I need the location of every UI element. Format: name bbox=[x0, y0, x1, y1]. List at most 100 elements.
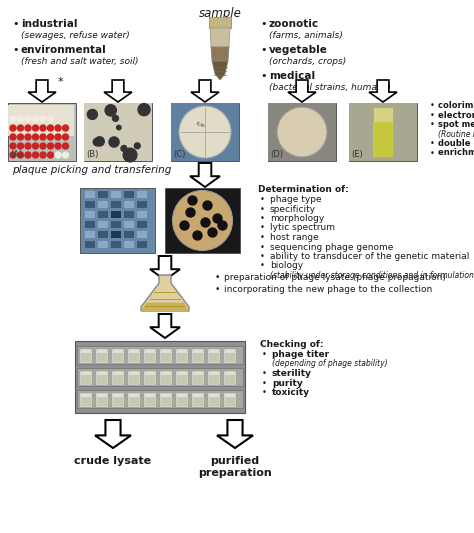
Polygon shape bbox=[150, 256, 180, 280]
Circle shape bbox=[218, 221, 227, 230]
Text: •: • bbox=[262, 388, 267, 397]
FancyBboxPatch shape bbox=[137, 191, 147, 198]
Text: purified
preparation: purified preparation bbox=[198, 456, 272, 478]
Circle shape bbox=[47, 152, 54, 158]
FancyBboxPatch shape bbox=[373, 122, 393, 157]
FancyBboxPatch shape bbox=[145, 397, 155, 406]
Text: sample: sample bbox=[199, 7, 241, 20]
FancyBboxPatch shape bbox=[192, 393, 204, 407]
FancyBboxPatch shape bbox=[98, 211, 108, 218]
Text: (orchards, crops): (orchards, crops) bbox=[269, 57, 346, 66]
FancyBboxPatch shape bbox=[171, 103, 239, 161]
FancyBboxPatch shape bbox=[80, 349, 92, 363]
Text: •: • bbox=[260, 205, 265, 214]
FancyBboxPatch shape bbox=[137, 211, 147, 218]
FancyBboxPatch shape bbox=[177, 375, 187, 384]
Circle shape bbox=[201, 218, 210, 227]
FancyBboxPatch shape bbox=[349, 103, 417, 161]
Text: industrial: industrial bbox=[21, 19, 78, 29]
Circle shape bbox=[123, 148, 137, 162]
FancyBboxPatch shape bbox=[145, 375, 155, 384]
Polygon shape bbox=[95, 420, 131, 448]
Text: vegetable: vegetable bbox=[269, 45, 328, 55]
Circle shape bbox=[40, 125, 46, 131]
FancyBboxPatch shape bbox=[8, 103, 76, 161]
FancyBboxPatch shape bbox=[81, 397, 91, 406]
Circle shape bbox=[93, 138, 101, 146]
FancyBboxPatch shape bbox=[160, 371, 172, 385]
Circle shape bbox=[55, 143, 61, 149]
Circle shape bbox=[47, 134, 54, 140]
FancyBboxPatch shape bbox=[96, 349, 108, 363]
Circle shape bbox=[33, 152, 38, 158]
Text: •: • bbox=[260, 214, 265, 223]
FancyBboxPatch shape bbox=[98, 201, 108, 208]
Circle shape bbox=[18, 134, 24, 140]
Text: (farms, animals): (farms, animals) bbox=[269, 31, 343, 40]
Text: *: * bbox=[58, 77, 64, 87]
Text: (E): (E) bbox=[351, 150, 363, 159]
FancyBboxPatch shape bbox=[128, 393, 140, 407]
FancyBboxPatch shape bbox=[129, 375, 139, 384]
FancyBboxPatch shape bbox=[85, 241, 95, 248]
FancyBboxPatch shape bbox=[112, 393, 124, 407]
FancyBboxPatch shape bbox=[111, 211, 121, 218]
FancyBboxPatch shape bbox=[77, 368, 243, 386]
Circle shape bbox=[25, 143, 31, 149]
Circle shape bbox=[33, 143, 38, 149]
Polygon shape bbox=[141, 275, 189, 311]
Text: preparation of phage lysate (phage propagation): preparation of phage lysate (phage propa… bbox=[224, 273, 446, 282]
Text: Determination of:: Determination of: bbox=[258, 185, 349, 194]
Circle shape bbox=[40, 134, 46, 140]
FancyBboxPatch shape bbox=[98, 221, 108, 228]
Text: host range: host range bbox=[270, 233, 319, 242]
Circle shape bbox=[63, 134, 69, 140]
Circle shape bbox=[10, 134, 16, 140]
FancyBboxPatch shape bbox=[176, 349, 188, 363]
Circle shape bbox=[179, 106, 231, 158]
FancyBboxPatch shape bbox=[137, 231, 147, 238]
FancyBboxPatch shape bbox=[225, 375, 235, 384]
FancyBboxPatch shape bbox=[85, 201, 95, 208]
Text: •: • bbox=[430, 139, 435, 148]
FancyBboxPatch shape bbox=[8, 105, 74, 136]
Text: (sewages, refuse water): (sewages, refuse water) bbox=[21, 31, 130, 40]
Text: •: • bbox=[262, 378, 267, 387]
FancyBboxPatch shape bbox=[209, 375, 219, 384]
Circle shape bbox=[121, 146, 127, 151]
Circle shape bbox=[47, 116, 54, 122]
Text: K.w.: K.w. bbox=[195, 120, 206, 128]
FancyBboxPatch shape bbox=[96, 371, 108, 385]
Text: electron microscopy (B): electron microscopy (B) bbox=[438, 110, 474, 119]
Circle shape bbox=[95, 137, 104, 146]
Circle shape bbox=[18, 152, 24, 158]
Circle shape bbox=[10, 116, 16, 122]
FancyBboxPatch shape bbox=[85, 231, 95, 238]
FancyBboxPatch shape bbox=[111, 221, 121, 228]
FancyBboxPatch shape bbox=[113, 375, 123, 384]
Text: •: • bbox=[430, 149, 435, 157]
Circle shape bbox=[55, 152, 61, 158]
FancyBboxPatch shape bbox=[192, 349, 204, 363]
FancyBboxPatch shape bbox=[177, 397, 187, 406]
FancyBboxPatch shape bbox=[224, 393, 236, 407]
FancyBboxPatch shape bbox=[129, 353, 139, 362]
Circle shape bbox=[117, 125, 121, 130]
Text: (B): (B) bbox=[86, 150, 99, 159]
FancyBboxPatch shape bbox=[208, 393, 220, 407]
Polygon shape bbox=[150, 314, 180, 338]
Text: zoonotic: zoonotic bbox=[269, 19, 319, 29]
FancyBboxPatch shape bbox=[161, 353, 171, 362]
FancyBboxPatch shape bbox=[373, 107, 393, 157]
Polygon shape bbox=[288, 80, 316, 102]
Circle shape bbox=[122, 146, 127, 150]
Circle shape bbox=[105, 104, 117, 116]
FancyBboxPatch shape bbox=[193, 397, 203, 406]
Circle shape bbox=[277, 107, 327, 157]
Circle shape bbox=[10, 143, 16, 149]
Polygon shape bbox=[209, 17, 231, 28]
FancyBboxPatch shape bbox=[225, 397, 235, 406]
FancyBboxPatch shape bbox=[111, 191, 121, 198]
Text: •: • bbox=[215, 273, 220, 282]
Circle shape bbox=[186, 208, 195, 217]
